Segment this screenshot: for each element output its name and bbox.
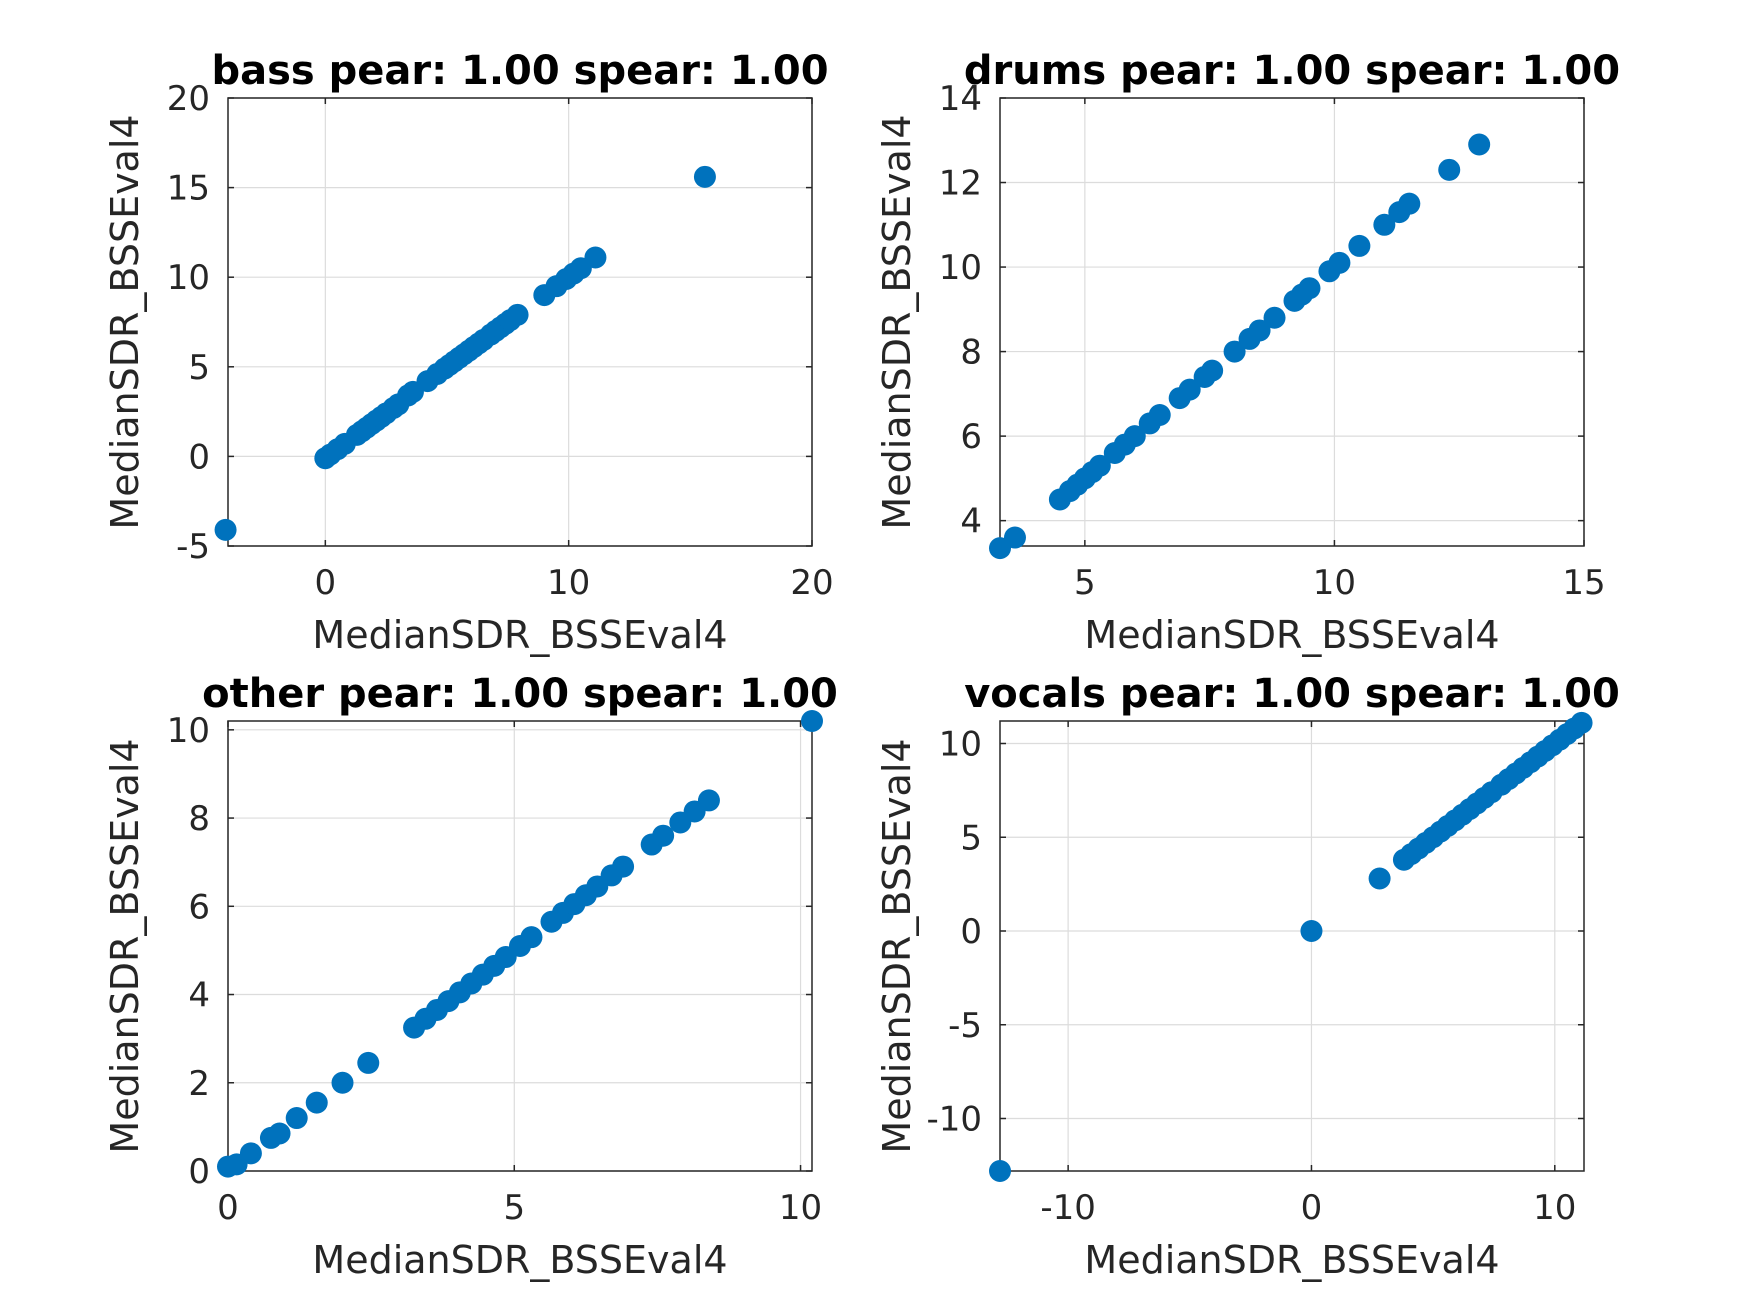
vocals-x-tick-label: 10 (1533, 1188, 1576, 1228)
drums-data-point (1468, 133, 1491, 156)
other-y-tick-label: 8 (188, 799, 210, 839)
drums-data-point (1148, 403, 1171, 426)
vocals-y-tick-label: 10 (939, 725, 982, 765)
other-y-tick-label: 2 (188, 1064, 210, 1104)
bass-y-tick-label: 20 (167, 79, 210, 119)
bass-y-tick-label: 5 (188, 348, 210, 388)
drums-y-tick-label: 8 (960, 333, 982, 373)
bass-data-point (584, 246, 607, 269)
vocals-y-tick-label: -10 (926, 1100, 982, 1140)
drums-x-tick-label: 5 (1074, 563, 1096, 603)
bass-y-axis-label: MedianSDR_BSSEval4 (103, 114, 147, 529)
other-y-tick-label: 0 (188, 1152, 210, 1192)
drums-data-point (1201, 359, 1224, 382)
bass-y-tick-label: 0 (188, 437, 210, 477)
bass-y-tick-label: 15 (167, 169, 210, 209)
vocals-y-tick-label: -5 (948, 1006, 982, 1046)
vocals-data-point (1300, 920, 1323, 942)
other-x-tick-label: 0 (217, 1188, 239, 1228)
drums-y-tick-label: 6 (960, 417, 982, 457)
other-data-point (612, 855, 635, 878)
drums-x-axis-label: MedianSDR_BSSEval4 (1084, 613, 1499, 657)
other-axes-frame (227, 720, 813, 1172)
bass-x-tick-label: 10 (547, 563, 590, 603)
bass-x-axis-label: MedianSDR_BSSEval4 (312, 613, 727, 657)
drums-x-tick-label: 10 (1313, 563, 1356, 603)
drums-data-point (1328, 251, 1351, 274)
vocals-data-point (989, 1160, 1011, 1182)
other-data-point (697, 789, 720, 812)
other-y-axis-label: MedianSDR_BSSEval4 (103, 738, 147, 1153)
vocals-data-point (1570, 711, 1593, 734)
vocals-chart-title: vocals pear: 1.00 spear: 1.00 (964, 671, 1620, 717)
drums-axes-frame (999, 97, 1585, 547)
drums-y-tick-label: 14 (939, 79, 982, 119)
bass-x-tick-label: 20 (790, 563, 833, 603)
bass-x-tick-label: 0 (315, 563, 337, 603)
bass-chart-title: bass pear: 1.00 spear: 1.00 (211, 48, 828, 94)
bass-axes-frame (227, 97, 813, 547)
other-y-tick-label: 6 (188, 887, 210, 927)
drums-y-tick-label: 12 (939, 164, 982, 204)
bass-data-point (693, 165, 716, 188)
drums-y-axis-label: MedianSDR_BSSEval4 (875, 114, 919, 529)
other-chart-title: other pear: 1.00 spear: 1.00 (202, 671, 838, 717)
vocals-y-tick-label: 5 (960, 818, 982, 858)
drums-data-point (1348, 234, 1371, 257)
other-x-tick-label: 10 (779, 1188, 822, 1228)
drums-y-tick-label: 10 (939, 248, 982, 288)
other-data-point (331, 1071, 354, 1094)
drums-data-point (1398, 192, 1421, 215)
bass-y-tick-label: 10 (167, 258, 210, 298)
bass-data-point (506, 303, 529, 326)
other-data-point (801, 710, 823, 732)
bass-data-point (214, 518, 237, 541)
drums-x-tick-label: 15 (1562, 563, 1605, 603)
drums-data-point (1003, 526, 1026, 549)
other-data-point (520, 926, 543, 949)
drums-data-point (1123, 425, 1146, 448)
drums-data-point (1298, 277, 1321, 300)
vocals-x-tick-label: -10 (1040, 1188, 1096, 1228)
other-data-point (652, 824, 675, 847)
other-y-tick-label: 4 (188, 976, 210, 1016)
drums-y-tick-label: 4 (960, 502, 982, 542)
other-x-tick-label: 5 (503, 1188, 525, 1228)
vocals-y-tick-label: 0 (960, 912, 982, 952)
drums-data-point (1178, 378, 1201, 401)
vocals-y-axis-label: MedianSDR_BSSEval4 (875, 738, 919, 1153)
drums-data-point (1263, 306, 1286, 329)
vocals-x-tick-label: 0 (1301, 1188, 1323, 1228)
bass-y-tick-label: -5 (176, 527, 210, 567)
other-subplot: 0 5 10 0 2 4 6 8 10 MedianSDR_BSSEval4 MedianSDR_B… (103, 671, 838, 1282)
other-x-axis-label: MedianSDR_BSSEval4 (312, 1238, 727, 1282)
other-data-point (357, 1051, 380, 1074)
drums-data-point (1088, 454, 1111, 477)
drums-data-point (1223, 340, 1246, 363)
vocals-x-axis-label: MedianSDR_BSSEval4 (1084, 1238, 1499, 1282)
vocals-axes-frame (999, 720, 1585, 1172)
other-data-point (239, 1142, 262, 1165)
vocals-subplot: -10 0 10 -10 -5 0 5 10 MedianSDR_BSSEval4 MedianS… (875, 671, 1620, 1282)
drums-data-point (1438, 158, 1461, 181)
other-data-point (305, 1091, 328, 1114)
drums-chart-title: drums pear: 1.00 spear: 1.00 (964, 48, 1620, 94)
drums-data-point (1248, 319, 1271, 342)
other-data-point (268, 1122, 291, 1145)
bass-subplot: 0 10 20 -5 0 5 10 15 20 MedianSDR_BSSEval4 MedianS… (103, 48, 834, 657)
drums-data-point (1373, 213, 1396, 236)
other-y-tick-label: 10 (167, 711, 210, 751)
drums-subplot: 5 10 15 4 6 8 10 12 14 MedianSDR_BSSEval4 MedianSD… (875, 48, 1620, 657)
other-data-point (285, 1107, 308, 1130)
vocals-data-point (1368, 867, 1391, 890)
